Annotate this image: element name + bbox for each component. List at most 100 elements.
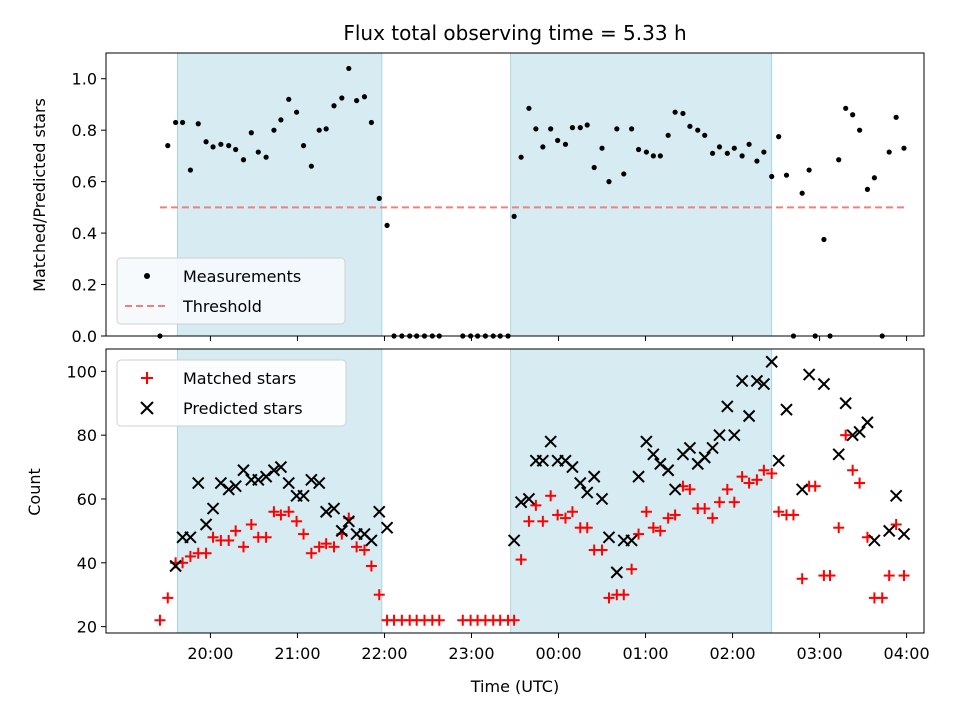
predicted-star-point [795,483,809,496]
x-tick-label: 00:00 [535,644,581,663]
bottom-y-tick-label: 80 [77,426,97,445]
measurement-point [346,65,352,72]
observing-window-2 [510,52,773,337]
top-y-tick-label: 0.4 [72,224,97,243]
bottom-legend: Matched stars Predicted stars [116,359,347,427]
measurement-point [316,127,322,133]
x-tick-label: 20:00 [187,644,233,663]
predicted-star-point [587,470,601,483]
matched-star-point [268,506,280,518]
measurement-point [665,132,671,138]
bottom-frame [105,348,925,634]
predicted-star-point [522,492,536,506]
measurement-point [629,126,635,132]
matched-star-point [809,480,821,492]
matched-star-point [433,614,445,626]
top-y-tick-label: 1.0 [72,70,97,89]
measurement-point [263,154,269,160]
measurement-point [533,126,539,132]
predicted-star-point [647,448,660,461]
matched-star-point [618,589,630,601]
matched-star-point [890,519,902,531]
measurement-point [591,164,597,171]
legend-threshold-label: Threshold [182,297,262,316]
predicted-star-point [889,489,903,502]
predicted-star-point [267,464,281,477]
predicted-star-point [380,521,394,534]
top-legend: Measurements Threshold [116,257,346,325]
matched-star-point [328,541,340,553]
top-panel: 0.0 0.2 0.4 0.6 0.8 1.0 Matched/Predicted sta… [30,52,925,346]
measurement-point [240,157,247,163]
predicted-star-point [544,435,557,448]
predicted-star-point [757,377,771,391]
measurement-point [562,141,569,147]
matched-star-point [787,509,799,521]
measurement-point [179,119,186,126]
measurement-point [511,213,517,219]
measurement-point [368,119,375,126]
x-tick-label: 03:00 [797,644,843,663]
legend-matched-label: Matched stars [183,369,296,388]
measurement-point [650,153,656,159]
measurement-point [680,110,686,117]
predicted-star-point [373,505,386,518]
measurement-point [226,143,232,149]
matched-star-point [766,467,778,479]
measurement-point [769,173,775,180]
measurement-point [540,144,546,150]
predicted-star-point [327,502,341,515]
measurement-point [886,149,892,155]
x-axis-label: Time (UTC) [470,677,559,696]
x-tick-label: 22:00 [361,644,407,663]
matched-star-point [298,528,310,540]
top-y-tick-label: 0.0 [72,327,97,346]
bottom-ticks: 20 40 60 80 100 20:00 21:00 22:00 23:00 00:00 01:0… [66,362,929,663]
matched-star-point [633,528,645,540]
predicted-star-point [184,531,197,544]
matched-star-point [545,490,557,502]
measurement-point [672,109,678,115]
matched-star-point [559,512,571,524]
predicted-star-point [817,377,831,391]
predicted-star-point [780,403,793,416]
predicted-star-point [297,489,310,502]
matched-star-point [596,544,608,556]
matched-star-point [876,592,888,604]
measurement-point [695,127,701,133]
measurement-point [776,134,782,140]
matched-star-point [237,541,249,553]
predicted-star-point [282,476,295,490]
matched-star-point [537,515,549,527]
measurement-point [901,145,907,151]
predicted-star-point [683,441,697,455]
matched-star-point [358,544,370,556]
matched-star-point [626,563,638,575]
matched-star-point [351,541,363,553]
predicted-star-point [735,374,749,388]
predicted-star-point [713,428,726,442]
measurement-point [716,144,723,150]
matched-star-point [200,547,212,559]
matched-star-point [530,499,542,511]
predicted-star-point [274,460,288,474]
top-frame [105,52,925,337]
measurement-point [323,126,329,132]
predicted-star-point [698,451,711,464]
predicted-star-point [237,464,250,477]
measurement-point [233,146,239,153]
measurement-point [300,143,307,149]
matched-star-point [847,464,859,476]
measurement-point [799,190,805,196]
matched-star-point [684,483,696,495]
matched-star-point [515,554,527,566]
matched-star-point [184,550,196,562]
matched-star-point [245,519,257,531]
measurement-point [165,143,171,149]
predicted-star-point [214,476,228,490]
predicted-star-point [335,524,349,538]
matched-star-point [669,509,681,521]
x-tick-label: 02:00 [709,644,755,663]
top-y-label: Matched/Predicted stars [30,98,49,292]
